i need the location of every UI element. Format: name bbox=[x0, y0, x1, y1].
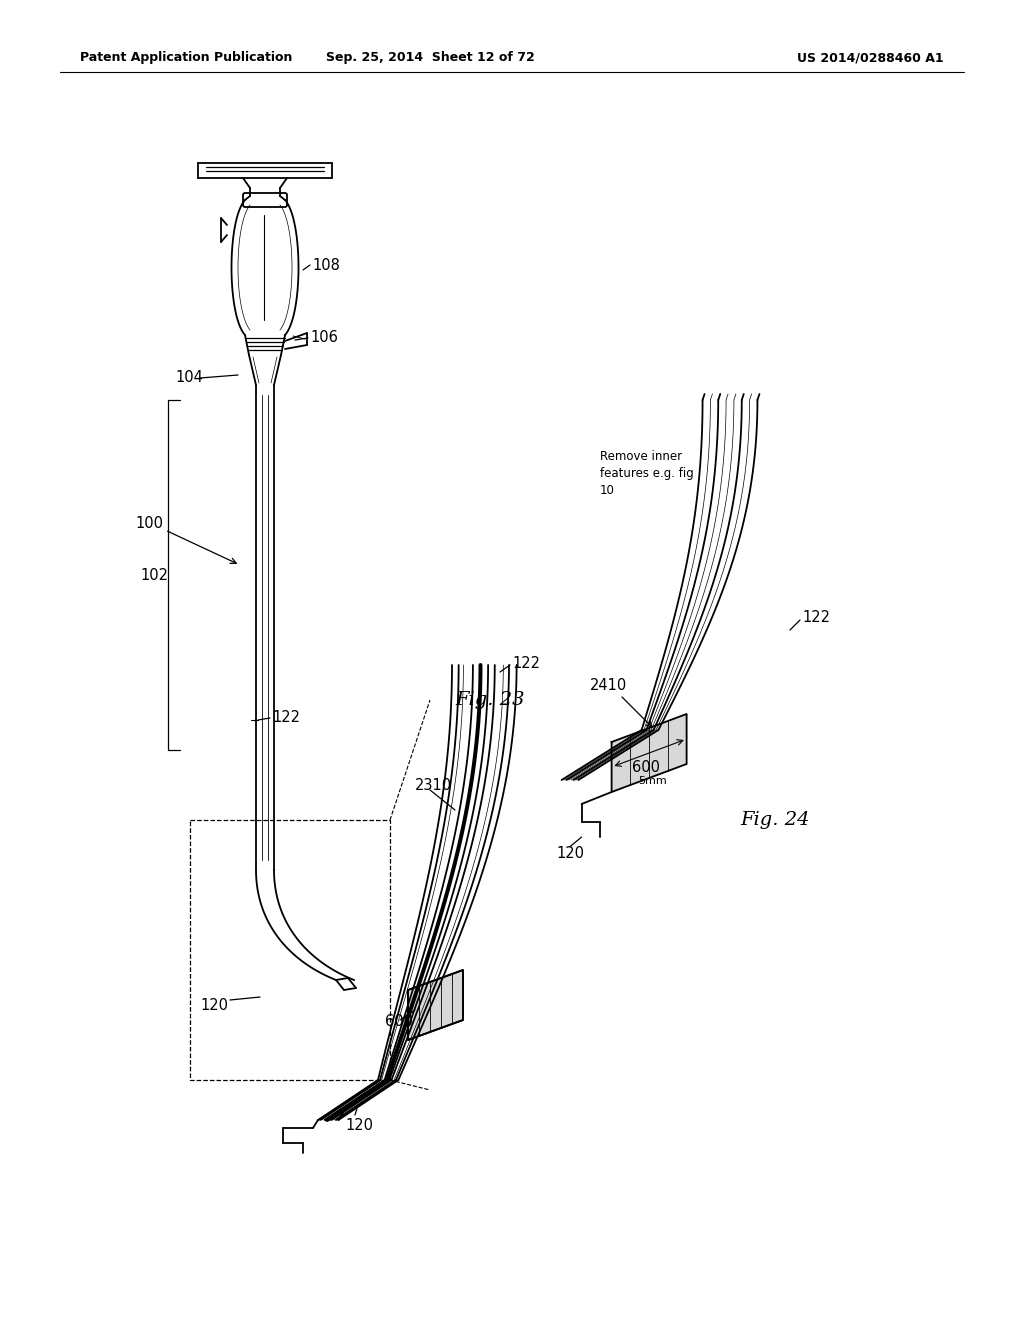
Text: Patent Application Publication: Patent Application Publication bbox=[80, 51, 293, 65]
Text: 600: 600 bbox=[632, 759, 659, 775]
Text: Fig. 24: Fig. 24 bbox=[740, 810, 810, 829]
Text: Sep. 25, 2014  Sheet 12 of 72: Sep. 25, 2014 Sheet 12 of 72 bbox=[326, 51, 535, 65]
Text: 108: 108 bbox=[312, 257, 340, 272]
Bar bbox=[190, 820, 390, 1080]
Text: 106: 106 bbox=[310, 330, 338, 345]
Text: 120: 120 bbox=[557, 846, 585, 862]
Polygon shape bbox=[408, 970, 463, 1040]
Text: US 2014/0288460 A1: US 2014/0288460 A1 bbox=[798, 51, 944, 65]
Text: 122: 122 bbox=[802, 610, 830, 626]
Text: Remove inner
features e.g. fig
10: Remove inner features e.g. fig 10 bbox=[600, 450, 693, 498]
Text: 122: 122 bbox=[512, 656, 540, 671]
Text: 600: 600 bbox=[385, 1015, 413, 1030]
Text: 120: 120 bbox=[345, 1118, 373, 1133]
Text: 2310: 2310 bbox=[415, 777, 453, 792]
Text: 122: 122 bbox=[272, 710, 300, 725]
Text: 102: 102 bbox=[140, 568, 168, 582]
Polygon shape bbox=[611, 714, 687, 792]
Text: 120: 120 bbox=[200, 998, 228, 1012]
Text: 2410: 2410 bbox=[590, 677, 628, 693]
Text: 100: 100 bbox=[135, 516, 163, 532]
Text: Fig. 23: Fig. 23 bbox=[456, 690, 524, 709]
Text: 104: 104 bbox=[175, 371, 203, 385]
Text: 5mm: 5mm bbox=[639, 776, 668, 785]
